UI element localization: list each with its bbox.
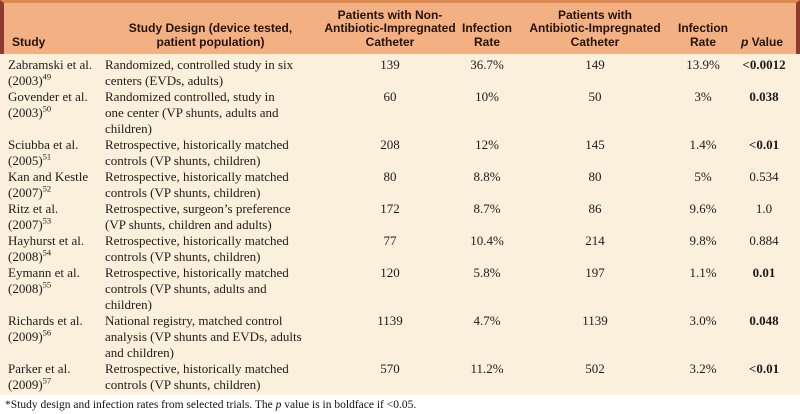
p-italic: p — [740, 34, 749, 49]
table-row: Eymann et al. (2008)55 Retrospective, hi… — [0, 265, 800, 313]
header-non-aic-patients: Patients with Non- Antibiotic-Impregnate… — [324, 7, 456, 49]
design-cell: Retrospective, historically matched cont… — [105, 361, 289, 392]
infection-rate-1-cell: 10% — [475, 89, 499, 104]
header-infection-rate-2: Infection Rate — [678, 21, 728, 49]
reference-superscript: 53 — [42, 215, 52, 226]
infection-rate-1-cell: 11.2% — [470, 361, 504, 376]
footnote-p-italic: p — [275, 399, 282, 411]
table-row: Hayhurst et al. (2008)54 Retrospective, … — [0, 233, 800, 265]
header-study-design: Study Design (device tested, patient pop… — [128, 21, 293, 49]
table-row: Kan and Kestle (2007)52 Retrospective, h… — [0, 169, 800, 201]
p-value-label: Value — [748, 34, 784, 49]
aic-count-cell: 214 — [585, 233, 605, 248]
design-cell: Randomized controlled, study in one cent… — [105, 89, 279, 136]
header-study: Study — [12, 34, 46, 49]
design-cell: National registry, matched control analy… — [105, 313, 302, 360]
reference-superscript: 51 — [42, 151, 52, 162]
non-aic-count-cell: 120 — [380, 265, 400, 280]
study-cell: Richards et al. (2009)56 — [8, 313, 83, 344]
table-footnote: *Study design and infection rates from s… — [0, 395, 800, 412]
reference-superscript: 55 — [42, 279, 52, 290]
aic-count-cell: 1139 — [582, 313, 608, 328]
infection-rate-1-cell: 8.8% — [473, 169, 501, 184]
table-header-row: Study Study Design (device tested, patie… — [0, 0, 800, 54]
infection-rate-1-cell: 36.7% — [470, 57, 504, 72]
infection-rate-1-cell: 10.4% — [470, 233, 504, 248]
table-row: Zabramski et al. (2003)49 Randomized, co… — [0, 57, 800, 89]
p-value-cell: <0.01 — [748, 137, 780, 152]
non-aic-count-cell: 172 — [380, 201, 400, 216]
infection-rate-2-cell: 13.9% — [686, 57, 720, 72]
study-cell: Zabramski et al. (2003)49 — [8, 57, 93, 88]
infection-rate-2-cell: 5% — [694, 169, 712, 184]
non-aic-count-cell: 1139 — [377, 313, 403, 328]
header-aic-patients: Patients with Antibiotic-Impregnated Cat… — [529, 7, 661, 49]
p-value-cell: <0.0012 — [742, 57, 786, 72]
infection-rate-2-cell: 3.2% — [689, 361, 717, 376]
study-cell: Kan and Kestle (2007)52 — [8, 169, 89, 200]
header-infection-rate-1: Infection Rate — [462, 21, 512, 49]
infection-rate-2-cell: 1.4% — [689, 137, 717, 152]
table-body: Zabramski et al. (2003)49 Randomized, co… — [0, 54, 800, 395]
table-row: Sciubba et al. (2005)51 Retrospective, h… — [0, 137, 800, 169]
design-cell: Retrospective, surgeon’s preference (VP … — [105, 201, 291, 232]
design-cell: Retrospective, historically matched cont… — [105, 137, 289, 168]
reference-superscript: 54 — [42, 247, 52, 258]
reference-superscript: 52 — [42, 183, 52, 194]
non-aic-count-cell: 139 — [380, 57, 400, 72]
p-value-cell: <0.01 — [748, 361, 780, 376]
study-cell: Sciubba et al. (2005)51 — [8, 137, 79, 168]
infection-rate-1-cell: 4.7% — [473, 313, 501, 328]
infection-rate-1-cell: 8.7% — [473, 201, 501, 216]
table-row: Parker et al. (2009)57 Retrospective, hi… — [0, 361, 800, 393]
design-cell: Retrospective, historically matched cont… — [105, 265, 289, 312]
aic-count-cell: 502 — [585, 361, 605, 376]
infection-rate-2-cell: 3.0% — [689, 313, 717, 328]
footnote-text: value is in boldface if <0.05. — [281, 399, 417, 411]
table-row: Richards et al. (2009)56 National regist… — [0, 313, 800, 361]
infection-rate-1-cell: 5.8% — [473, 265, 501, 280]
table-row: Govender et al. (2003)50 Randomized cont… — [0, 89, 800, 137]
p-value-cell: 0.048 — [749, 313, 779, 328]
aic-count-cell: 80 — [588, 169, 602, 184]
study-cell: Govender et al. (2003)50 — [8, 89, 88, 120]
reference-superscript: 56 — [42, 327, 52, 338]
design-cell: Randomized, controlled study in six cent… — [105, 57, 294, 88]
aic-count-cell: 50 — [588, 89, 602, 104]
non-aic-count-cell: 80 — [383, 169, 397, 184]
non-aic-count-cell: 60 — [383, 89, 397, 104]
reference-superscript: 49 — [42, 71, 52, 82]
non-aic-count-cell: 208 — [380, 137, 400, 152]
study-cell: Hayhurst et al. (2008)54 — [8, 233, 85, 264]
aic-count-cell: 86 — [588, 201, 602, 216]
header-p-value: p Value — [728, 34, 796, 55]
infection-rate-2-cell: 3% — [694, 89, 712, 104]
study-cell: Parker et al. (2009)57 — [8, 361, 71, 392]
non-aic-count-cell: 570 — [380, 361, 400, 376]
p-value-cell: 1.0 — [755, 201, 773, 216]
aic-count-cell: 149 — [585, 57, 605, 72]
non-aic-count-cell: 77 — [383, 233, 397, 248]
aic-count-cell: 197 — [585, 265, 605, 280]
infection-rate-2-cell: 9.8% — [689, 233, 717, 248]
reference-superscript: 57 — [42, 375, 52, 386]
p-value-cell: 0.534 — [749, 169, 779, 184]
p-value-cell: 0.038 — [749, 89, 779, 104]
design-cell: Retrospective, historically matched cont… — [105, 169, 289, 200]
study-cell: Eymann et al. (2008)55 — [8, 265, 80, 296]
aic-count-cell: 145 — [585, 137, 605, 152]
footnote-text: *Study design and infection rates from s… — [5, 399, 276, 411]
study-cell: Ritz et al. (2007)53 — [8, 201, 59, 232]
infection-rate-2-cell: 9.6% — [689, 201, 717, 216]
reference-superscript: 50 — [42, 103, 52, 114]
infection-rate-2-cell: 1.1% — [689, 265, 717, 280]
infection-rate-1-cell: 12% — [475, 137, 499, 152]
table-row: Ritz et al. (2007)53 Retrospective, surg… — [0, 201, 800, 233]
p-value-cell: 0.01 — [752, 265, 776, 280]
p-value-cell: 0.884 — [749, 233, 779, 248]
design-cell: Retrospective, historically matched cont… — [105, 233, 289, 264]
